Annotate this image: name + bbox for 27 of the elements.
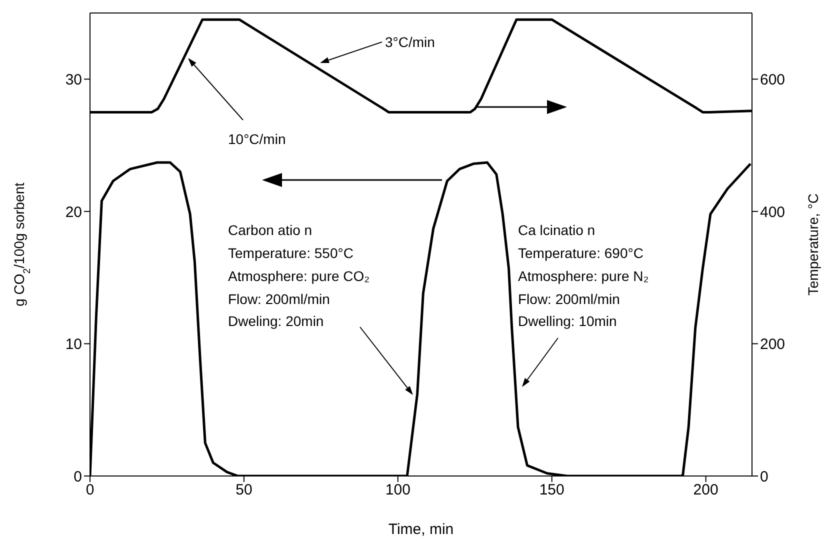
- y-tick-label: 20: [65, 204, 82, 221]
- annotation: Ca lcinatio n: [518, 222, 596, 238]
- y-tick-label: 10: [65, 336, 82, 354]
- x-axis-title: Time, min: [388, 521, 454, 538]
- annotation: Atmosphere: pure CO₂: [228, 268, 370, 284]
- y-tick-label: 0: [74, 468, 82, 486]
- y2-tick-label: 600: [760, 71, 786, 88]
- x-tick-label: 150: [539, 482, 564, 499]
- x-tick-label: 50: [236, 482, 252, 499]
- annotation: Dweling: 20min: [228, 313, 324, 329]
- y2-tick-label: 200: [760, 336, 786, 354]
- annotation: 10°C/min: [228, 131, 286, 147]
- annotation: Atmosphere: pure N₂: [518, 268, 649, 284]
- annotation: Flow: 200ml/min: [518, 291, 620, 307]
- annotation: Flow: 200ml/min: [228, 291, 330, 307]
- y2-tick-label: 400: [760, 204, 786, 221]
- y2-tick-label: 0: [760, 468, 768, 486]
- annotation: Temperature: 550°C: [228, 245, 354, 261]
- annotation: 3°C/min: [385, 34, 435, 50]
- annotation: Temperature: 690°C: [518, 245, 644, 261]
- y2-axis-title: Temperature, °C: [805, 193, 821, 296]
- x-tick-label: 200: [693, 482, 718, 499]
- x-tick-label: 0: [86, 482, 94, 499]
- x-tick-label: 100: [385, 482, 410, 499]
- annotation: Dwelling: 10min: [518, 313, 617, 329]
- annotation: Carbon atio n: [228, 222, 312, 238]
- y-tick-label: 30: [65, 71, 82, 88]
